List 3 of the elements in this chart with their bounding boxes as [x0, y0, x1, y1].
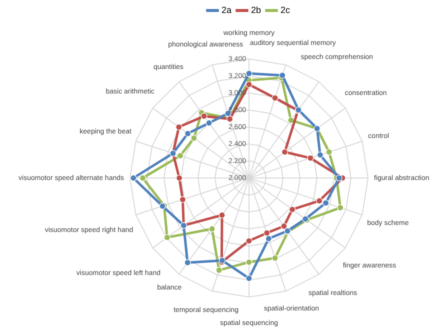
- legend-label: 2a: [221, 4, 232, 15]
- legend-label: 2c: [280, 4, 291, 15]
- legend-label: 2b: [250, 4, 262, 15]
